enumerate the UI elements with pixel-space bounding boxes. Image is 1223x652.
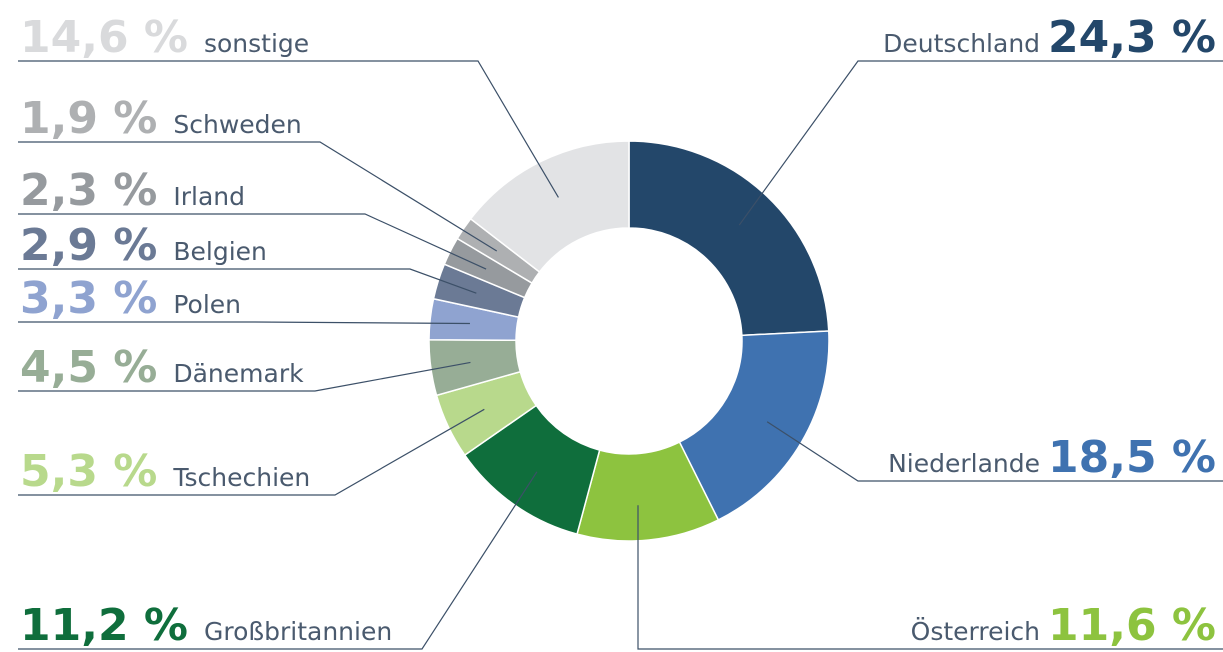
leader-line [637, 505, 1223, 650]
value-label: 14,6 % [20, 12, 188, 63]
segment-label: 14,6 % sonstige [20, 12, 309, 63]
segment-label: Österreich 11,6 % [911, 600, 1216, 651]
leader-line [18, 60, 559, 198]
value-label: 2,3 % [20, 165, 157, 216]
value-label: 24,3 % [1048, 12, 1216, 63]
leader-line [18, 321, 470, 325]
segment-label: 1,9 % Schweden [20, 93, 302, 144]
value-label: 3,3 % [20, 273, 157, 324]
value-label: 5,3 % [20, 446, 157, 497]
segment-label: 4,5 % Dänemark [20, 342, 304, 393]
donut-segment [469, 140, 630, 274]
category-label: Österreich [911, 617, 1040, 646]
leader-line [18, 471, 538, 650]
category-label: Niederlande [888, 449, 1040, 478]
value-label: 18,5 % [1048, 432, 1216, 483]
leader-line [18, 268, 477, 294]
donut-segment [628, 140, 830, 337]
leader-line [738, 60, 1223, 226]
category-label: sonstige [204, 29, 309, 58]
segment-label: 5,3 % Tschechien [20, 446, 310, 497]
segment-label: Deutschland 24,3 % [883, 12, 1216, 63]
category-label: Dänemark [173, 359, 304, 388]
leader-line [18, 213, 487, 270]
category-label: Irland [173, 182, 245, 211]
category-label: Belgien [173, 237, 267, 266]
value-label: 4,5 % [20, 342, 157, 393]
value-label: 11,6 % [1048, 600, 1216, 651]
leader-line [18, 361, 471, 392]
segment-label: 2,3 % Irland [20, 165, 245, 216]
category-label: Großbritannien [204, 617, 392, 646]
donut-segment [678, 330, 830, 521]
leader-line [766, 421, 1223, 482]
segment-label: Niederlande 18,5 % [888, 432, 1216, 483]
leader-line [18, 141, 498, 252]
leader-line [18, 408, 485, 496]
category-label: Schweden [173, 110, 301, 139]
category-label: Polen [173, 290, 241, 319]
value-label: 2,9 % [20, 220, 157, 271]
category-label: Deutschland [883, 29, 1040, 58]
segment-label: 3,3 % Polen [20, 273, 241, 324]
segment-label: 11,2 % Großbritannien [20, 600, 392, 651]
value-label: 11,2 % [20, 600, 188, 651]
segment-label: 2,9 % Belgien [20, 220, 267, 271]
value-label: 1,9 % [20, 93, 157, 144]
category-label: Tschechien [172, 463, 310, 492]
